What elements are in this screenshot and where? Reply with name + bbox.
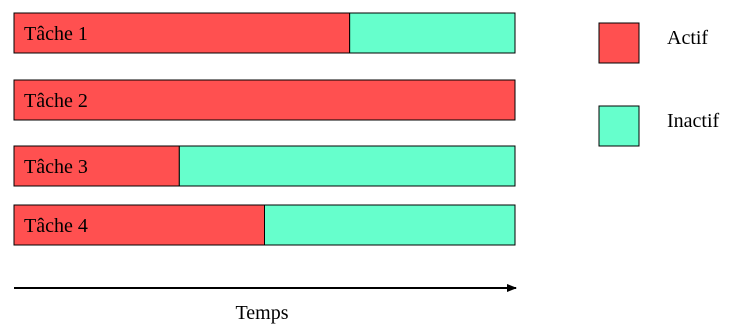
legend-item-inactif: Inactif — [598, 105, 720, 147]
task-row-tache-2: Tâche 2 — [13, 79, 516, 121]
legend-swatch — [598, 105, 640, 147]
task-row-tache-4: Tâche 4 — [13, 204, 516, 246]
time-axis: Temps — [14, 284, 517, 324]
task-label: Tâche 2 — [24, 90, 88, 112]
task-label: Tâche 3 — [24, 156, 88, 178]
task-label: Tâche 1 — [24, 23, 88, 45]
bar-segment-inactif-tache-3 — [178, 145, 516, 187]
task-label: Tâche 4 — [24, 215, 88, 237]
legend-swatch — [598, 22, 640, 64]
task-row-tache-1: Tâche 1 — [13, 12, 516, 54]
bar-segment-actif-tache-2 — [13, 79, 516, 121]
time-axis-label: Temps — [235, 302, 288, 324]
legend-item-actif: Actif — [598, 22, 708, 64]
legend-label: Actif — [667, 27, 708, 49]
bar-segment-actif-tache-4 — [13, 204, 265, 246]
task-bars: Tâche 1 Tâche 2 Tâche 3 Tâche 4 — [13, 12, 516, 246]
bar-segment-actif-tache-1 — [13, 12, 351, 54]
bar-segment-actif-tache-3 — [13, 145, 180, 187]
legend-label: Inactif — [667, 110, 720, 132]
legend: Actif Inactif — [598, 22, 720, 147]
bar-segment-inactif-tache-4 — [264, 204, 516, 246]
bar-segment-inactif-tache-1 — [349, 12, 516, 54]
task-row-tache-3: Tâche 3 — [13, 145, 516, 187]
